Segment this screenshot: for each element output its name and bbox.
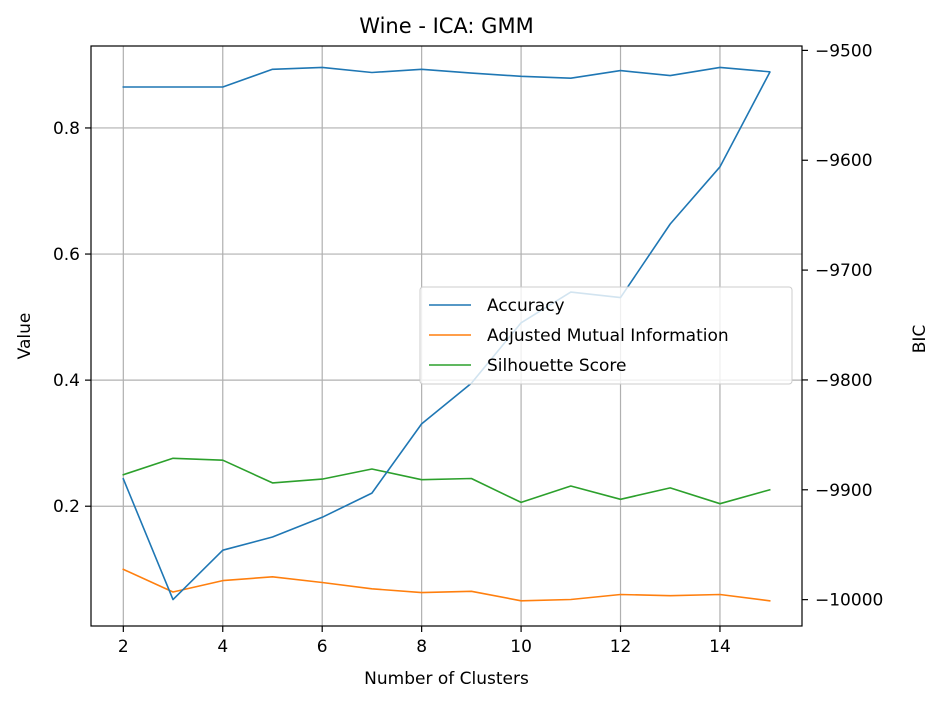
legend-label-accuracy: Accuracy — [487, 296, 565, 316]
y2-tick-label: −10000 — [815, 591, 883, 611]
y-tick-label: 0.2 — [53, 497, 80, 517]
y-axis-label: Value — [15, 313, 35, 360]
series-line-accuracy — [122, 66, 771, 88]
plot-frame — [90, 45, 803, 627]
legend-label-adjusted-mutual-information: Adjusted Mutual Information — [487, 326, 729, 346]
x-tick-label: 8 — [416, 637, 427, 657]
x-tick-label: 12 — [610, 637, 632, 657]
series-line-bic-right-axis — [122, 71, 771, 601]
series-line-silhouette-score — [122, 457, 771, 505]
y2-tick-label: −9500 — [815, 41, 873, 61]
legend-label-silhouette-score: Silhouette Score — [487, 356, 626, 376]
y2-tick-label: −9900 — [815, 481, 873, 501]
x-tick-label: 6 — [317, 637, 328, 657]
y-tick-label: 0.8 — [53, 119, 80, 139]
series-line-adjusted-mutual-information — [122, 568, 771, 602]
x-tick-label: 10 — [510, 637, 532, 657]
chart-title: Wine - ICA: GMM — [359, 14, 533, 38]
y-tick-label: 0.4 — [53, 371, 80, 391]
y2-axis-label: BIC — [910, 325, 930, 354]
y-tick-label: 0.6 — [53, 245, 80, 265]
series-layer — [122, 66, 771, 602]
y2-tick-label: −9700 — [815, 261, 873, 281]
legend: Accuracy Adjusted Mutual Information Silho… — [419, 286, 793, 385]
x-tick-label: 14 — [709, 637, 731, 657]
x-tick-label: 2 — [118, 637, 129, 657]
axis-layer: 2 4 6 8 10 12 14 0.2 0.4 0.6 0.8 −10000 −9900 −9800 −9… — [53, 41, 883, 657]
y2-tick-label: −9800 — [815, 371, 873, 391]
x-axis-label: Number of Clusters — [364, 669, 529, 689]
y2-tick-label: −9600 — [815, 151, 873, 171]
legend-box — [419, 286, 793, 385]
x-tick-label: 4 — [217, 637, 228, 657]
